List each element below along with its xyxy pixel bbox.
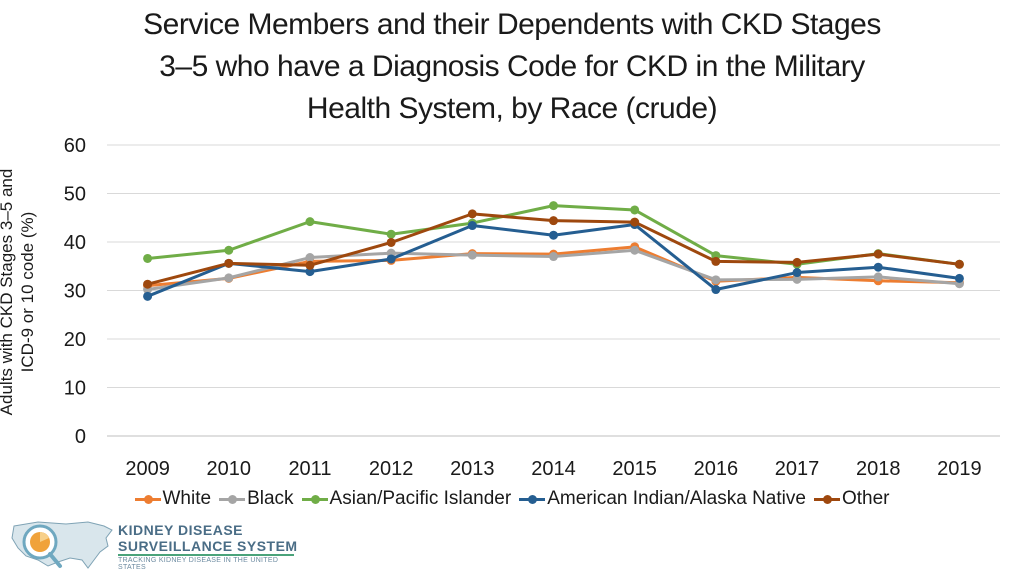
chart-title-line-3: Health System, by Race (crude) (306, 92, 718, 125)
legend-swatch (301, 492, 328, 506)
data-point (711, 285, 721, 295)
data-point (630, 205, 640, 215)
data-point (873, 249, 883, 259)
legend-item: Black (219, 488, 294, 510)
logo-divider (118, 554, 294, 556)
y-tick-label: 30 (64, 281, 86, 303)
us-map-logo-icon (11, 521, 113, 569)
y-tick-label: 60 (64, 135, 86, 157)
x-tick-label: 2014 (531, 458, 576, 480)
data-point (792, 268, 802, 278)
x-tick-label: 2010 (207, 458, 252, 480)
logo-line-1: KIDNEY DISEASE (118, 522, 243, 538)
data-point (711, 275, 721, 285)
legend-item: White (134, 488, 212, 510)
data-point (305, 267, 315, 277)
data-point (143, 279, 153, 289)
data-point (549, 252, 558, 262)
chart-title-line-1: Service Members and their Dependents wit… (143, 8, 881, 41)
data-point (630, 217, 640, 227)
data-point (224, 273, 234, 283)
chart-title: Service Members and their Dependents wit… (80, 4, 944, 130)
y-tick-label: 50 (64, 184, 86, 206)
legend-swatch (219, 492, 246, 506)
legend-swatch (134, 492, 161, 506)
data-point (954, 259, 964, 269)
x-tick-label: 2011 (288, 458, 331, 480)
logo-line-3: TRACKING KIDNEY DISEASE IN THE UNITED ST… (118, 557, 279, 571)
data-point (549, 230, 558, 240)
kdss-logo: KIDNEY DISEASE SURVEILLANCE SYSTEM TRACK… (8, 516, 298, 572)
data-point (143, 291, 153, 301)
y-tick-label: 0 (75, 426, 86, 448)
data-point (305, 260, 315, 270)
data-point (549, 201, 558, 211)
x-tick-label: 2015 (612, 458, 657, 480)
data-point (792, 274, 802, 284)
data-point (386, 237, 396, 247)
legend-swatch (519, 492, 546, 506)
data-point (467, 221, 477, 231)
legend-label: Other (841, 488, 890, 509)
data-point (954, 273, 964, 283)
data-point (305, 217, 315, 227)
data-point (386, 229, 396, 239)
data-point (873, 262, 883, 272)
legend-label: Black (247, 488, 294, 509)
x-tick-label: 2019 (937, 458, 982, 480)
legend-item: Other (813, 488, 890, 510)
data-point (305, 253, 315, 263)
data-point (386, 254, 396, 264)
data-point (467, 209, 477, 219)
legend-label: White (162, 488, 212, 509)
legend-label: Asian/Pacific Islander (329, 488, 512, 509)
y-tick-label: 40 (64, 232, 86, 254)
data-point (143, 253, 153, 263)
legend-item: Asian/Pacific Islander (301, 488, 512, 510)
data-point (549, 216, 558, 226)
data-point (467, 250, 477, 260)
data-point (630, 245, 640, 255)
legend-swatch (813, 492, 840, 506)
chart-legend: White Black Asian/Pacific Islander American… (0, 488, 1024, 512)
data-point (224, 245, 234, 255)
x-tick-label: 2013 (450, 458, 495, 480)
data-point (873, 272, 883, 282)
x-tick-label: 2018 (856, 458, 901, 480)
logo-line-2: SURVEILLANCE SYSTEM (118, 538, 298, 554)
chart-title-line-2: 3–5 who have a Diagnosis Code for CKD in… (159, 50, 865, 83)
x-tick-label: 2012 (369, 458, 414, 480)
data-point (711, 256, 721, 266)
x-tick-label: 2009 (125, 458, 170, 480)
legend-label: American Indian/Alaska Native (547, 488, 806, 509)
x-tick-label: 2017 (775, 458, 820, 480)
data-point (224, 258, 234, 268)
data-point (792, 257, 802, 267)
x-tick-label: 2016 (694, 458, 739, 480)
legend-item: American Indian/Alaska Native (519, 488, 806, 510)
y-tick-label: 20 (64, 329, 86, 351)
y-tick-label: 10 (64, 378, 86, 400)
